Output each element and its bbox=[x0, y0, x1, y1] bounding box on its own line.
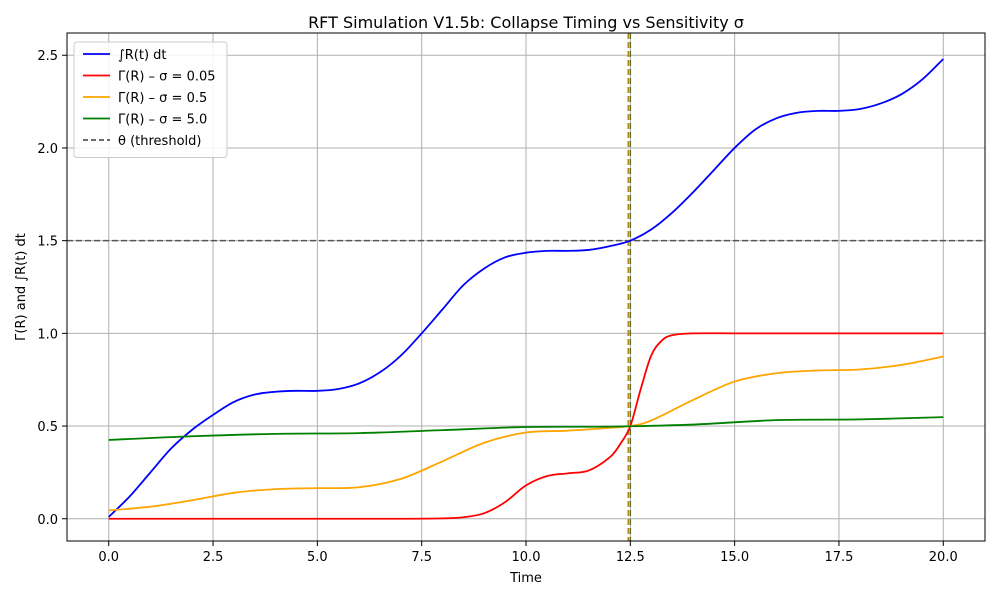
series-lines bbox=[108, 58, 944, 520]
x-tick-label: 2.5 bbox=[203, 550, 224, 565]
legend-label: ∫R(t) dt bbox=[118, 48, 167, 63]
y-axis-ticks: 0.0 0.5 1.0 1.5 2.0 2.5 bbox=[37, 49, 67, 528]
reference-lines bbox=[67, 33, 985, 541]
y-tick-label: 1.0 bbox=[37, 327, 58, 342]
legend-label: θ (threshold) bbox=[118, 134, 201, 149]
chart-title: RFT Simulation V1.5b: Collapse Timing vs… bbox=[308, 13, 744, 32]
x-axis-label: Time bbox=[509, 571, 542, 586]
y-tick-label: 2.0 bbox=[37, 142, 58, 157]
series-line-1 bbox=[108, 332, 944, 520]
series-line-3 bbox=[108, 416, 944, 441]
y-axis-label: Γ(R) and ∫R(t) dt bbox=[14, 233, 29, 341]
legend-label: Γ(R) – σ = 0.05 bbox=[118, 70, 216, 85]
legend-label: Γ(R) – σ = 5.0 bbox=[118, 113, 207, 128]
y-tick-label: 2.5 bbox=[37, 49, 58, 64]
x-tick-label: 0.0 bbox=[98, 550, 119, 565]
legend-box bbox=[73, 41, 228, 158]
x-tick-label: 12.5 bbox=[616, 550, 645, 565]
x-tick-label: 15.0 bbox=[720, 550, 749, 565]
legend: ∫R(t) dt Γ(R) – σ = 0.05 Γ(R) – σ = 0.5 Γ(R… bbox=[73, 41, 228, 158]
y-tick-label: 1.5 bbox=[37, 235, 58, 250]
grid bbox=[67, 33, 985, 541]
y-tick-label: 0.5 bbox=[37, 420, 58, 435]
legend-label: Γ(R) – σ = 0.5 bbox=[118, 91, 207, 106]
y-tick-label: 0.0 bbox=[37, 513, 58, 528]
x-tick-label: 10.0 bbox=[512, 550, 541, 565]
x-tick-label: 17.5 bbox=[824, 550, 853, 565]
x-tick-label: 5.0 bbox=[307, 550, 328, 565]
x-tick-label: 7.5 bbox=[411, 550, 432, 565]
x-tick-label: 20.0 bbox=[929, 550, 958, 565]
x-axis-ticks: 0.0 2.5 5.0 7.5 10.0 12.5 15.0 17.5 20.0 bbox=[98, 541, 958, 565]
series-line-0 bbox=[108, 58, 944, 518]
series-line-2 bbox=[108, 355, 944, 512]
